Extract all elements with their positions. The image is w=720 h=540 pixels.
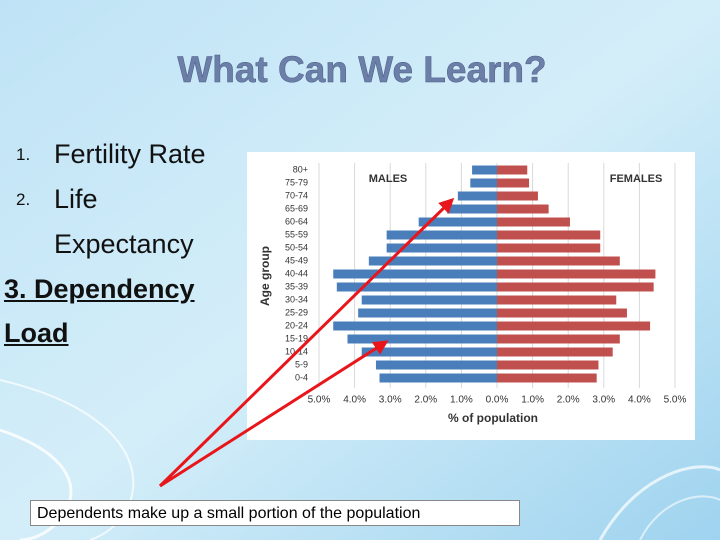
list-number: 1. bbox=[16, 145, 31, 164]
bar bbox=[361, 295, 497, 305]
x-tick-label: 2.0% bbox=[557, 395, 580, 406]
list-item: 1. Fertility Rate bbox=[4, 132, 240, 177]
bar bbox=[379, 373, 497, 383]
list-text: Fertility Rate bbox=[54, 139, 206, 169]
y-tick-label: 65-69 bbox=[285, 203, 308, 213]
bar bbox=[386, 230, 497, 240]
bar bbox=[472, 165, 497, 175]
bar bbox=[497, 360, 599, 370]
x-tick-label: 0.0% bbox=[486, 395, 509, 406]
list-item: 3. Dependency Load bbox=[4, 267, 240, 355]
bar bbox=[497, 165, 528, 175]
x-tick-label: 4.0% bbox=[343, 395, 366, 406]
bar bbox=[497, 230, 601, 240]
x-tick-label: 5.0% bbox=[308, 395, 331, 406]
bar bbox=[497, 334, 620, 344]
y-tick-label: 15-19 bbox=[285, 333, 308, 343]
bar bbox=[497, 191, 538, 201]
bar bbox=[361, 347, 497, 357]
x-tick-label: 1.0% bbox=[450, 395, 473, 406]
legend-label: FEMALES bbox=[610, 173, 663, 185]
x-tick-label: 1.0% bbox=[521, 395, 544, 406]
bar bbox=[497, 282, 654, 292]
x-tick-label: 5.0% bbox=[664, 395, 687, 406]
x-tick-label: 3.0% bbox=[592, 395, 615, 406]
y-tick-label: 35-39 bbox=[285, 281, 308, 291]
slide-title: What Can We Learn? bbox=[177, 49, 546, 90]
bar bbox=[497, 269, 656, 279]
y-tick-label: 80+ bbox=[293, 164, 308, 174]
y-tick-label: 0-4 bbox=[295, 372, 308, 382]
bar bbox=[497, 308, 627, 318]
arrow bbox=[159, 340, 389, 488]
bar bbox=[333, 321, 497, 331]
bar bbox=[368, 256, 497, 266]
bar bbox=[333, 269, 497, 279]
x-tick-label: 4.0% bbox=[628, 395, 651, 406]
list-text: Life Expectancy bbox=[54, 184, 194, 259]
list-number: 2. bbox=[16, 190, 31, 209]
y-tick-label: 25-29 bbox=[285, 307, 308, 317]
bar bbox=[457, 191, 497, 201]
bar bbox=[497, 256, 620, 266]
bar bbox=[497, 321, 651, 331]
x-axis-label: % of population bbox=[448, 411, 538, 425]
legend-label: MALES bbox=[369, 173, 408, 185]
bar bbox=[497, 373, 597, 383]
bar bbox=[447, 204, 497, 214]
x-tick-label: 3.0% bbox=[379, 395, 402, 406]
bar bbox=[375, 360, 497, 370]
caption: Dependents make up a small portion of th… bbox=[30, 500, 520, 526]
y-tick-label: 5-9 bbox=[295, 359, 308, 369]
bar bbox=[497, 217, 570, 227]
bar bbox=[497, 204, 549, 214]
bar bbox=[347, 334, 497, 344]
bar bbox=[386, 243, 497, 253]
y-tick-label: 40-44 bbox=[285, 268, 308, 278]
y-tick-label: 20-24 bbox=[285, 320, 308, 330]
list-text: 3. Dependency Load bbox=[4, 274, 195, 348]
x-tick-label: 2.0% bbox=[414, 395, 437, 406]
y-tick-label: 50-54 bbox=[285, 242, 308, 252]
arrow bbox=[158, 197, 455, 488]
list-item: 2. Life Expectancy bbox=[4, 177, 240, 267]
y-tick-label: 45-49 bbox=[285, 255, 308, 265]
bar bbox=[497, 178, 530, 188]
bar bbox=[418, 217, 497, 227]
bullet-list: 1. Fertility Rate 2. Life Expectancy 3. De… bbox=[4, 132, 240, 355]
bar bbox=[358, 308, 497, 318]
y-tick-label: 60-64 bbox=[285, 216, 308, 226]
bar bbox=[497, 347, 613, 357]
y-tick-label: 30-34 bbox=[285, 294, 308, 304]
y-tick-label: 75-79 bbox=[285, 177, 308, 187]
bar bbox=[470, 178, 497, 188]
bar bbox=[497, 295, 617, 305]
bar bbox=[336, 282, 497, 292]
y-tick-label: 70-74 bbox=[285, 190, 308, 200]
y-axis-label: Age group bbox=[258, 246, 272, 306]
y-tick-label: 55-59 bbox=[285, 229, 308, 239]
bar bbox=[497, 243, 601, 253]
